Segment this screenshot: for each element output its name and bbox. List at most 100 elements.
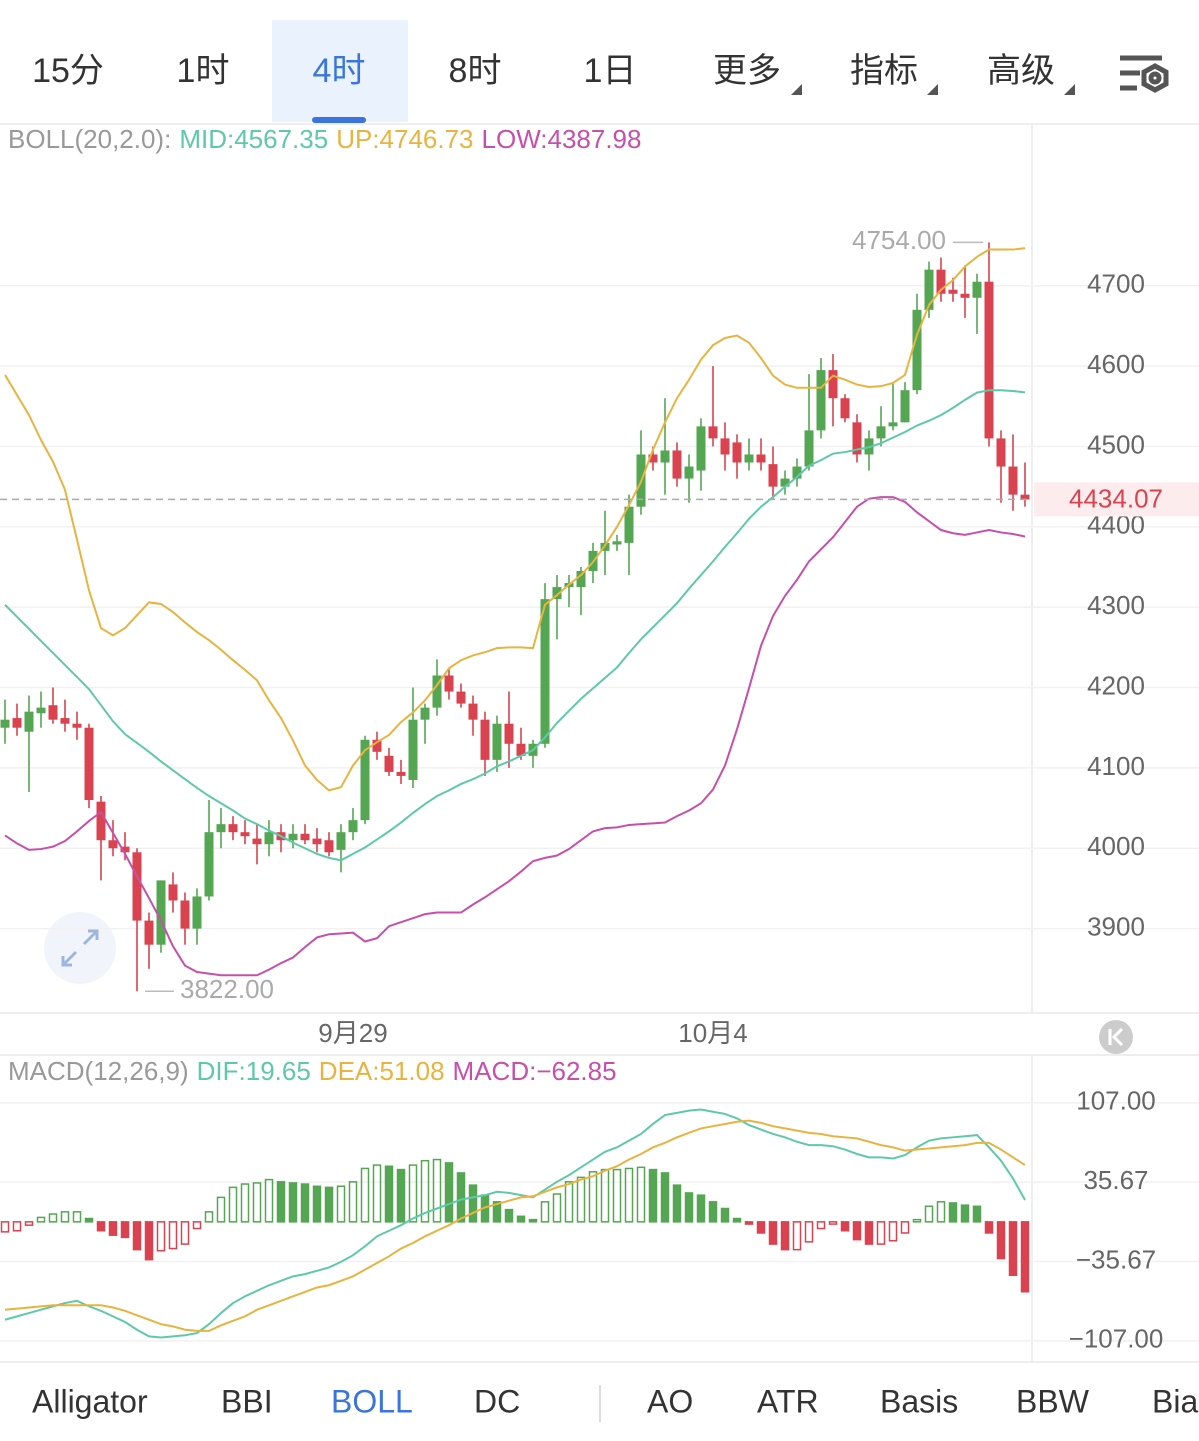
candle-body [468,703,478,720]
last-price-label: 4434.07 [1069,483,1163,513]
collapse-arrow [1108,1027,1124,1047]
candle-body [504,723,514,744]
candle-body [72,723,82,728]
indicator-tab[interactable]: BBW [1016,1383,1090,1419]
candle-body [240,832,250,837]
candle-body [192,896,202,929]
macd-bar [576,1176,586,1223]
macd-bar [228,1186,238,1223]
macd-bar [288,1182,298,1223]
macd-bar [60,1211,70,1223]
candle-body [720,438,730,455]
expand-arrows [61,929,99,967]
indicator-tab[interactable]: DC [474,1383,520,1419]
candle-body [408,719,418,780]
candle-body [264,832,274,845]
indicator-tab[interactable]: ATR [757,1383,819,1419]
macd-bar [732,1217,742,1223]
candle-body [456,691,466,704]
macd-bar [180,1221,190,1245]
active-tab-indicator [312,117,366,123]
macd-bar [252,1182,262,1223]
candle-body [156,880,166,945]
macd-bar [636,1166,646,1223]
period-tab[interactable]: 1日 [584,52,637,90]
macd-bar [612,1168,622,1223]
candle-body [648,454,658,463]
candle-body [900,390,910,423]
candle-body [840,398,850,419]
macd-bar [504,1208,514,1223]
macd-bar [12,1221,22,1232]
icon-gear [1141,63,1169,93]
period-tab[interactable]: 指标 [850,52,918,90]
macd-bar [672,1184,682,1223]
period-tab[interactable]: 更多 [713,52,781,90]
candle-body [444,675,454,692]
macd-bar [804,1221,814,1243]
indicator-tab[interactable]: BBI [221,1383,273,1419]
macd-bar [996,1221,1006,1260]
expand-button[interactable] [44,912,116,984]
indicator-tab[interactable]: Alligator [32,1383,148,1419]
candle-body [672,450,682,479]
x-tick-label: 9月29 [318,1018,387,1048]
macd-bar [276,1181,286,1223]
macd-bar [516,1215,526,1223]
candle-body [888,422,898,427]
y-tick-label: 4600 [1087,349,1145,379]
macd-bar [768,1221,778,1245]
candle-body [696,426,706,471]
legend-entry: UP:4746.73 [336,124,473,154]
candle-body [204,832,214,897]
indicator-tab[interactable]: AO [647,1383,693,1419]
y-tick-label: −107.00 [1069,1324,1164,1354]
macd-bar [828,1221,838,1225]
macd-bar [492,1201,502,1223]
period-tab[interactable]: 高级 [987,52,1055,90]
candle-body [480,719,490,760]
y-tick-label: 35.67 [1083,1165,1148,1195]
macd-bar [408,1164,418,1223]
macd-bar [648,1168,658,1223]
candle-body [48,705,58,720]
period-tab[interactable]: 15分 [32,52,104,90]
collapse-button[interactable] [1099,1020,1133,1054]
candle-body [768,464,778,487]
macd-bar [852,1221,862,1241]
indicator-tab[interactable]: Basis [880,1383,958,1419]
macd-bar [948,1202,958,1223]
macd-bar [468,1184,478,1223]
macd-bar [972,1205,982,1223]
candle-body [360,739,370,821]
candle-body [108,840,118,849]
macd-bar [456,1172,466,1223]
candle-body [996,438,1006,467]
settings-icon[interactable] [1120,55,1169,93]
y-tick-label: 3900 [1087,911,1145,941]
y-tick-label: −35.67 [1076,1244,1156,1274]
macd-bar [108,1221,118,1236]
indicator-tab[interactable]: BOLL [331,1383,413,1419]
macd-bar [168,1221,178,1250]
candle-body [180,900,190,929]
legend-entry: MID:4567.35 [179,124,328,154]
legend-entry: DIF:19.65 [197,1056,311,1086]
candle-body [576,571,586,588]
candle-body [60,718,70,724]
icon-gear-hole [1148,71,1162,85]
indicator-tab[interactable]: Bia [1152,1383,1198,1419]
legend-indicator: MACD(12,26,9) [8,1056,189,1086]
macd-bar [336,1185,346,1223]
legend-entry: MACD:−62.85 [453,1056,617,1086]
macd-bar [744,1221,754,1225]
indicator-line [4,247,1026,792]
period-tab[interactable]: 4时 [313,52,366,90]
macd-bar [84,1217,94,1223]
macd-bar [552,1193,562,1223]
period-tab[interactable]: 8时 [449,52,502,90]
y-tick-label: 4700 [1087,269,1145,299]
button-bg [44,912,116,984]
period-tab[interactable]: 1时 [177,52,230,90]
candle-body [516,743,526,756]
